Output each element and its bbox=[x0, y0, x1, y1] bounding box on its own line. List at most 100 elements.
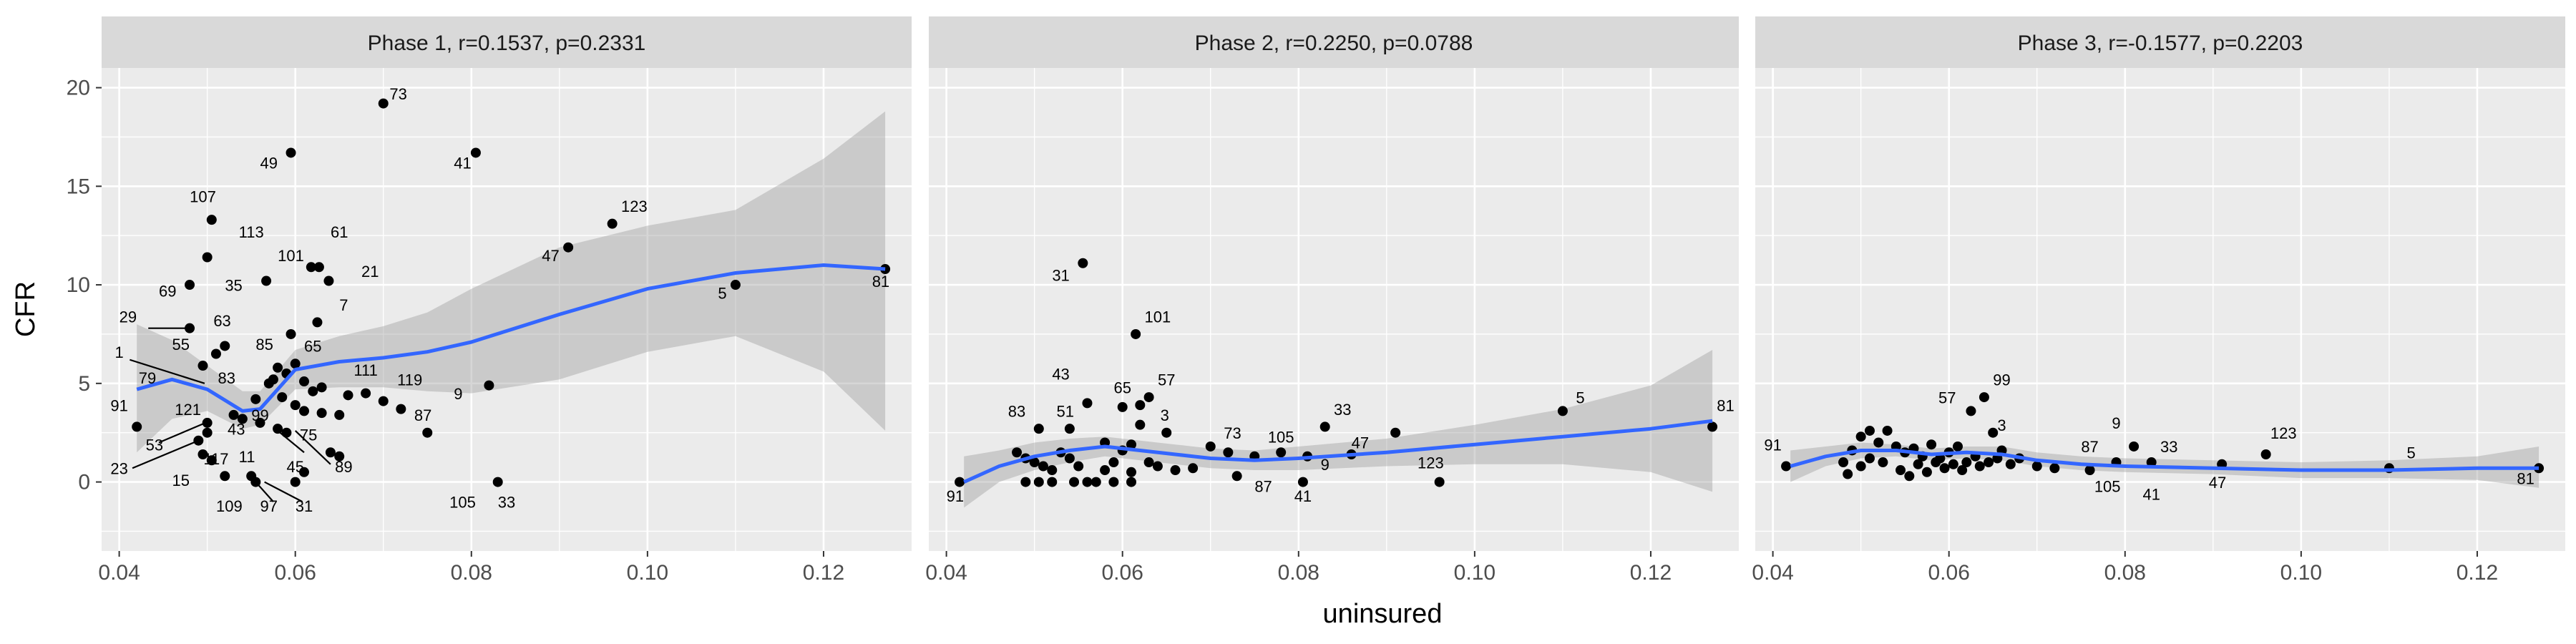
data-point bbox=[1961, 457, 1972, 468]
point-label: 47 bbox=[2209, 474, 2226, 492]
data-point bbox=[1047, 477, 1058, 487]
point-label: 29 bbox=[119, 308, 137, 326]
x-tick-label: 0.12 bbox=[2457, 561, 2498, 585]
panel-3: Phase 3, r=-0.1577, p=0.2203 99 57 3 9 123 33 8… bbox=[1755, 16, 2565, 551]
point-label: 91 bbox=[110, 396, 127, 414]
point-label: 91 bbox=[1764, 436, 1781, 454]
data-point bbox=[1974, 461, 1985, 472]
data-point bbox=[1931, 457, 1941, 468]
point-label: 87 bbox=[2081, 438, 2098, 456]
data-point bbox=[290, 400, 301, 411]
data-point bbox=[1012, 447, 1023, 458]
strip-title: Phase 3, r=-0.1577, p=0.2203 bbox=[2018, 31, 2303, 55]
data-point bbox=[299, 376, 309, 387]
data-point bbox=[1948, 459, 1958, 469]
data-point bbox=[2031, 461, 2042, 472]
data-point bbox=[237, 414, 248, 424]
point-label: 83 bbox=[1008, 403, 1025, 421]
point-label: 105 bbox=[1268, 428, 1294, 446]
point-label: 43 bbox=[228, 420, 245, 438]
data-point bbox=[1921, 467, 1932, 477]
data-point bbox=[1297, 477, 1308, 487]
point-label: 63 bbox=[213, 312, 230, 330]
point-label: 21 bbox=[361, 263, 379, 280]
point-label: 31 bbox=[1052, 267, 1069, 285]
point-label: 1 bbox=[114, 343, 123, 361]
data-point bbox=[299, 406, 309, 416]
data-point bbox=[1926, 439, 1937, 450]
data-point bbox=[1126, 467, 1136, 477]
point-label: 87 bbox=[1254, 477, 1272, 495]
smooth-line bbox=[136, 263, 886, 413]
data-point bbox=[323, 275, 334, 286]
strip-bg bbox=[929, 16, 1739, 68]
x-tick-label: 0.08 bbox=[451, 561, 492, 585]
data-point bbox=[1126, 477, 1136, 487]
point-label: 99 bbox=[1993, 371, 2010, 389]
point-label: 3 bbox=[1161, 406, 1169, 424]
data-point bbox=[607, 218, 618, 229]
data-point bbox=[132, 421, 142, 432]
data-point bbox=[1988, 427, 1999, 438]
data-point bbox=[1390, 427, 1401, 438]
label-leader-line bbox=[158, 421, 206, 444]
data-point bbox=[1864, 453, 1875, 464]
point-label: 79 bbox=[139, 369, 156, 387]
data-point bbox=[313, 262, 324, 273]
point-label: 119 bbox=[397, 371, 422, 389]
y-tick-label: 10 bbox=[67, 273, 90, 297]
axes-layer: 0.04 0.06 0.08 0.10 0.12 0.04 0.06 0.08 0.10 0.12… bbox=[67, 77, 2499, 585]
data-point bbox=[1966, 406, 1976, 416]
point-label: 69 bbox=[159, 283, 176, 301]
data-point bbox=[1091, 477, 1101, 487]
data-point bbox=[312, 317, 323, 328]
data-point bbox=[484, 380, 494, 391]
x-tick-label: 0.04 bbox=[1752, 561, 1793, 585]
data-point bbox=[273, 362, 283, 373]
point-label: 81 bbox=[2517, 469, 2534, 487]
point-label: 15 bbox=[172, 472, 189, 489]
data-point bbox=[343, 390, 353, 401]
data-point bbox=[1939, 463, 1950, 474]
data-point bbox=[1707, 421, 1718, 432]
data-point bbox=[1033, 477, 1044, 487]
point-label: 11 bbox=[239, 448, 255, 466]
smooth-line bbox=[1790, 449, 2540, 472]
data-point bbox=[955, 477, 965, 487]
data-point bbox=[261, 275, 272, 286]
data-point bbox=[1152, 461, 1163, 472]
point-label: 65 bbox=[304, 338, 321, 356]
point-label: 107 bbox=[190, 187, 216, 205]
x-tick-label: 0.10 bbox=[2280, 561, 2322, 585]
data-point bbox=[2084, 465, 2095, 476]
data-point bbox=[1188, 463, 1199, 474]
point-label: 117 bbox=[203, 450, 228, 468]
data-point bbox=[1223, 447, 1234, 458]
data-point bbox=[193, 435, 204, 446]
data-point bbox=[1126, 439, 1136, 450]
data-point bbox=[220, 471, 230, 482]
point-label: 81 bbox=[1717, 396, 1734, 414]
point-label: 23 bbox=[110, 460, 127, 478]
data-point bbox=[1029, 457, 1040, 468]
point-label: 99 bbox=[251, 406, 268, 424]
data-point bbox=[277, 392, 288, 403]
data-point bbox=[1069, 477, 1080, 487]
data-point bbox=[334, 451, 345, 462]
data-point bbox=[206, 455, 217, 466]
y-tick-label: 20 bbox=[67, 77, 90, 100]
point-label: 9 bbox=[454, 385, 462, 403]
data-point bbox=[1117, 401, 1128, 412]
strip-bg bbox=[1755, 16, 2565, 68]
data-point bbox=[1082, 477, 1093, 487]
data-point bbox=[1108, 457, 1119, 468]
data-point bbox=[470, 147, 481, 158]
point-label: 111 bbox=[353, 361, 377, 379]
point-label: 123 bbox=[1418, 454, 1444, 472]
point-label: 123 bbox=[621, 197, 648, 215]
point-label: 9 bbox=[2112, 414, 2120, 432]
data-point bbox=[422, 427, 433, 438]
data-point bbox=[206, 215, 217, 225]
point-label: 47 bbox=[1352, 434, 1369, 452]
x-tick-label: 0.10 bbox=[1454, 561, 1496, 585]
